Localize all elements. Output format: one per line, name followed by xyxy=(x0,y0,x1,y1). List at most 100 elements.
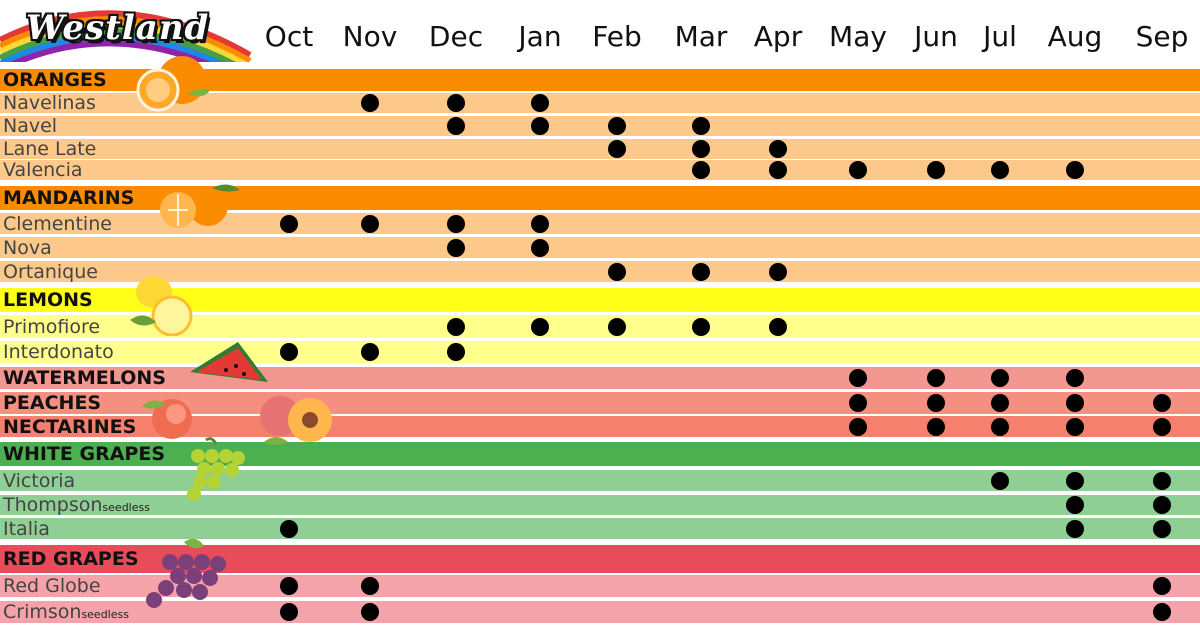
lemons-icon xyxy=(130,276,193,336)
month-label-jul: Jul xyxy=(983,20,1017,53)
availability-dot xyxy=(1153,603,1171,621)
availability-dot xyxy=(769,262,787,281)
month-label-feb: Feb xyxy=(592,20,642,53)
month-label-jun: Jun xyxy=(914,20,958,53)
variety-label: Valencia xyxy=(3,159,83,181)
variety-label: Lane Late xyxy=(3,138,96,160)
availability-dot xyxy=(1066,471,1084,490)
variety-label: Thompsonseedless xyxy=(3,494,150,519)
row-name: Navel xyxy=(3,115,58,137)
row-name: Interdonato xyxy=(3,341,114,363)
availability-dot xyxy=(447,343,465,361)
variety-label: Navel xyxy=(3,115,57,137)
month-label-sep: Sep xyxy=(1135,20,1189,53)
availability-dot xyxy=(280,343,298,361)
availability-dot xyxy=(1066,369,1084,387)
availability-dot xyxy=(608,317,626,336)
availability-dot xyxy=(1066,161,1084,179)
row-name: Navelinas xyxy=(3,92,96,114)
row-name: Thompson xyxy=(3,494,103,516)
row-band xyxy=(0,261,1200,282)
availability-dot xyxy=(1066,519,1084,538)
row-note: seedless xyxy=(81,608,129,621)
availability-dot xyxy=(280,519,298,538)
nectarines-icon xyxy=(260,396,332,445)
variety-label: Navelinas xyxy=(3,92,96,114)
row-name: PEACHES xyxy=(3,392,102,414)
row-band xyxy=(0,160,1200,180)
watermelon-icon xyxy=(190,342,268,382)
availability-dot xyxy=(849,417,867,436)
availability-dot xyxy=(927,161,945,179)
availability-dot xyxy=(280,577,298,595)
availability-dot xyxy=(1066,394,1084,412)
variety-label: Ortanique xyxy=(3,261,98,283)
availability-dot xyxy=(1153,496,1171,514)
availability-dot xyxy=(1066,496,1084,514)
variety-label: Italia xyxy=(3,518,50,540)
availability-dot xyxy=(991,369,1009,387)
availability-dot xyxy=(1153,577,1171,595)
availability-dot xyxy=(692,140,710,158)
availability-dot xyxy=(1153,417,1171,436)
row-band xyxy=(0,116,1200,136)
category-label: PEACHES xyxy=(3,392,101,414)
variety-label: Clementine xyxy=(3,213,112,235)
availability-dot xyxy=(927,394,945,412)
availability-dot xyxy=(769,140,787,158)
category-label: ORANGES xyxy=(3,69,107,91)
availability-dot xyxy=(447,238,465,257)
row-name: LEMONS xyxy=(3,289,93,311)
category-label: WATERMELONS xyxy=(3,367,166,389)
availability-dot xyxy=(280,214,298,233)
availability-dot xyxy=(531,317,549,336)
red-grapes-icon xyxy=(146,538,226,608)
variety-label: Primofiore xyxy=(3,316,100,338)
row-name: RED GRAPES xyxy=(3,548,139,570)
availability-dot xyxy=(1153,519,1171,538)
availability-dot xyxy=(608,262,626,281)
variety-label: Crimsonseedless xyxy=(3,601,129,626)
row-name: Crimson xyxy=(3,601,82,623)
row-name: WHITE GRAPES xyxy=(3,443,166,465)
month-label-may: May xyxy=(829,20,887,53)
category-label: WHITE GRAPES xyxy=(3,443,165,465)
availability-dot xyxy=(361,343,379,361)
availability-dot xyxy=(991,161,1009,179)
availability-dot xyxy=(991,394,1009,412)
availability-dot xyxy=(692,262,710,281)
row-name: ORANGES xyxy=(3,69,107,91)
category-label: MANDARINS xyxy=(3,187,134,209)
row-band xyxy=(0,367,1200,389)
availability-dot xyxy=(608,117,626,135)
row-name: WATERMELONS xyxy=(3,367,166,389)
month-label-mar: Mar xyxy=(674,20,728,53)
availability-dot xyxy=(927,417,945,436)
row-band xyxy=(0,518,1200,539)
row-band xyxy=(0,315,1200,338)
availability-dot xyxy=(531,238,549,257)
row-name: NECTARINES xyxy=(3,415,137,438)
mandarins-icon xyxy=(160,184,240,228)
month-label-nov: Nov xyxy=(342,20,398,53)
row-note: seedless xyxy=(102,501,150,514)
availability-dot xyxy=(447,117,465,135)
row-band xyxy=(0,495,1200,515)
row-name: Italia xyxy=(3,517,50,540)
row-band xyxy=(0,139,1200,159)
availability-dot xyxy=(849,369,867,387)
availability-dot xyxy=(1153,471,1171,490)
westland-logo: Westland xyxy=(0,0,255,62)
availability-dot xyxy=(769,317,787,336)
availability-dot xyxy=(1153,394,1171,412)
row-band xyxy=(0,237,1200,258)
row-band xyxy=(0,69,1200,91)
row-name: Nova xyxy=(3,236,52,259)
month-label-jan: Jan xyxy=(518,20,562,53)
availability-dot xyxy=(361,94,379,112)
variety-label: Interdonato xyxy=(3,341,114,363)
availability-dot xyxy=(1066,417,1084,436)
availability-dot xyxy=(531,117,549,135)
availability-dot xyxy=(849,394,867,412)
brand-name: Westland xyxy=(26,8,210,48)
